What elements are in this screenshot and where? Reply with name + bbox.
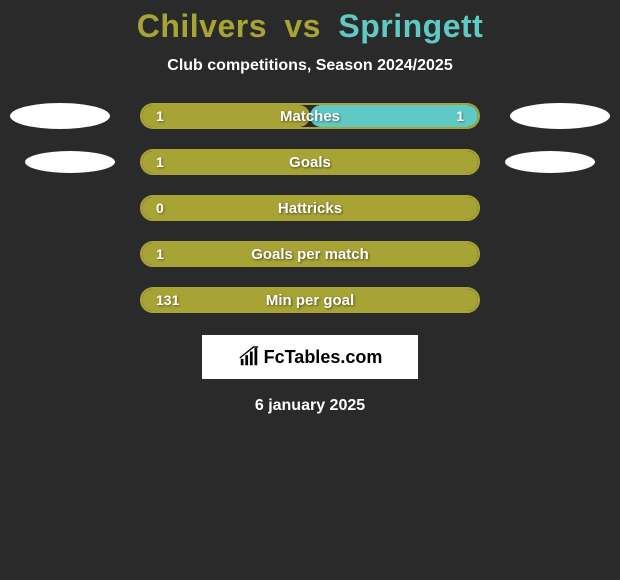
stat-value-left: 0: [156, 197, 164, 219]
stat-value-left: 1: [156, 151, 164, 173]
date-label: 6 january 2025: [255, 397, 365, 415]
stat-label: Goals per match: [142, 243, 478, 265]
stat-row: Matches1 1: [0, 103, 620, 129]
stat-bar: Matches1 1: [140, 103, 480, 129]
stat-value-right: 1: [456, 105, 464, 127]
stat-label: Goals: [142, 151, 478, 173]
player1-marker: [10, 103, 110, 129]
chart-icon: [238, 346, 260, 368]
stat-label: Hattricks: [142, 197, 478, 219]
stat-row: Min per goal131: [0, 287, 620, 313]
logo-box[interactable]: FcTables.com: [202, 335, 418, 379]
stat-row: Hattricks0: [0, 195, 620, 221]
stat-label: Min per goal: [142, 289, 478, 311]
stat-bar: Goals per match1: [140, 241, 480, 267]
page-title: Chilvers vs Springett: [137, 8, 484, 45]
stat-row: Goals1: [0, 149, 620, 175]
vs-text: vs: [284, 8, 321, 44]
stats-rows: Matches11Goals1Hattricks0Goals per match…: [0, 103, 620, 313]
player1-name: Chilvers: [137, 8, 267, 44]
stat-bar: Min per goal131: [140, 287, 480, 313]
stat-label: Matches: [142, 105, 478, 127]
stat-value-left: 131: [156, 289, 179, 311]
stat-value-left: 1: [156, 105, 164, 127]
stat-row: Goals per match1: [0, 241, 620, 267]
stat-bar: Goals1: [140, 149, 480, 175]
logo-text: FcTables.com: [264, 347, 383, 368]
player2-marker: [510, 103, 610, 129]
stat-bar: Hattricks0: [140, 195, 480, 221]
main-container: Chilvers vs Springett Club competitions,…: [0, 0, 620, 580]
player2-marker: [505, 151, 595, 173]
player2-name: Springett: [338, 8, 483, 44]
subtitle: Club competitions, Season 2024/2025: [167, 57, 452, 75]
player1-marker: [25, 151, 115, 173]
stat-value-left: 1: [156, 243, 164, 265]
